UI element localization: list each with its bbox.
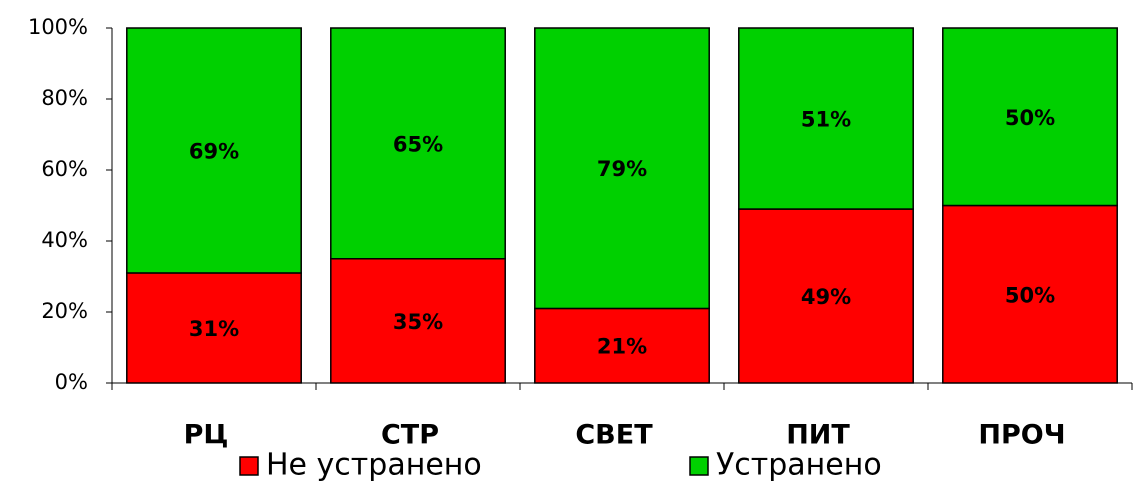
legend-label: Не устранено (266, 448, 482, 482)
value-label: 49% (801, 285, 851, 309)
value-label: 50% (1005, 283, 1055, 307)
bar-segment (330, 258, 506, 384)
value-label: 69% (189, 139, 239, 163)
bar-segment (126, 27, 302, 274)
y-tick-label: 100% (28, 15, 88, 39)
y-tick-label: 80% (41, 86, 88, 110)
value-label: 50% (1005, 106, 1055, 130)
y-tick-label: 40% (41, 228, 88, 252)
x-tick-label: СВЕТ (575, 420, 653, 451)
y-tick-label: 60% (41, 157, 88, 181)
legend-swatch (689, 456, 709, 476)
bar-segment (534, 27, 710, 310)
value-label: 65% (393, 132, 443, 156)
value-label: 31% (189, 317, 239, 341)
bar-segment (330, 27, 506, 260)
value-label: 21% (597, 335, 647, 359)
x-tick-label: РЦ (184, 420, 229, 451)
bar-segment (942, 27, 1118, 207)
value-label: 51% (801, 108, 851, 132)
bar-segment (738, 208, 914, 384)
bar-segment (534, 307, 710, 384)
value-label: 35% (393, 310, 443, 334)
y-tick-label: 20% (41, 299, 88, 323)
y-tick-label: 0% (55, 370, 88, 394)
x-tick-label: ПРОЧ (978, 420, 1065, 451)
x-tick-label: ПИТ (786, 420, 850, 451)
x-tick-label: СТР (381, 420, 439, 451)
legend-swatch (239, 456, 259, 476)
bar-segment (738, 27, 914, 210)
legend-label: Устранено (716, 448, 882, 482)
value-label: 79% (597, 157, 647, 181)
